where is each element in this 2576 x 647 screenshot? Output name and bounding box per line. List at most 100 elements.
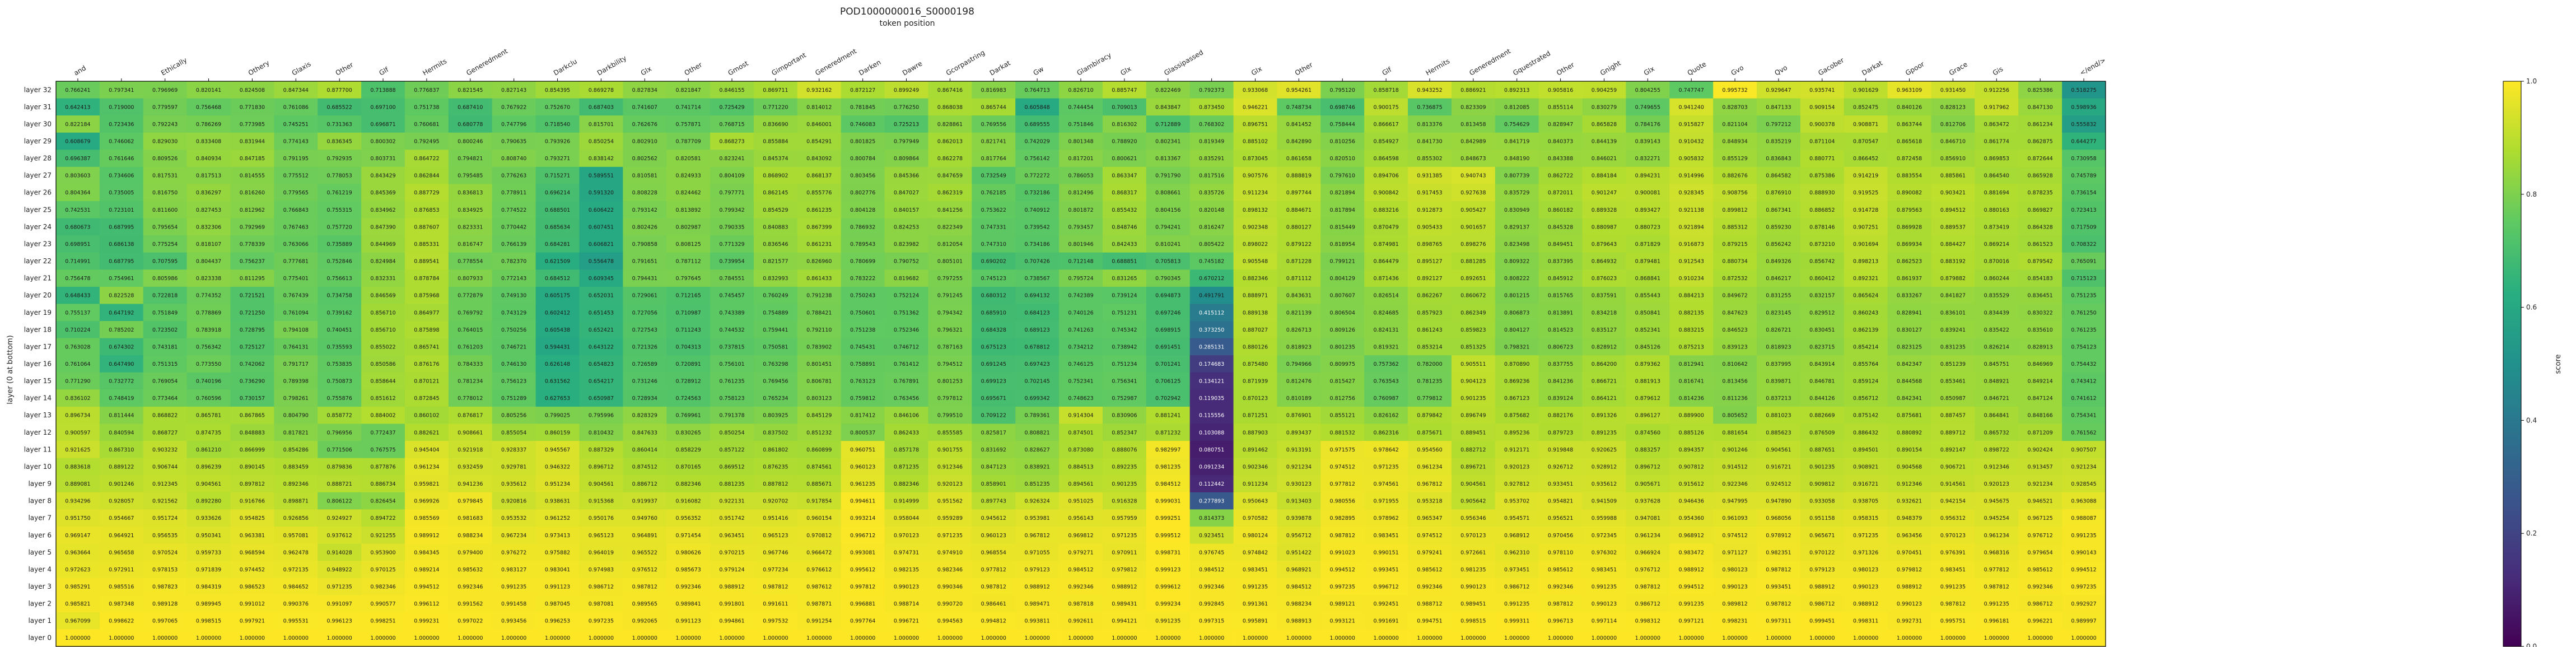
cell-value-label: 0.828703 <box>1722 104 1747 110</box>
cell-value-label: 0.895127 <box>1417 259 1442 265</box>
heatmap-cell <box>1669 218 1714 236</box>
cell-value-label: 0.860159 <box>545 430 570 436</box>
cell-value-label: 0.935612 <box>1592 481 1617 487</box>
y-tick-label: layer 23 <box>24 240 52 248</box>
heatmap-cell <box>1059 184 1103 202</box>
cell-value-label: 0.992065 <box>632 618 657 625</box>
cell-value-label: 0.879723 <box>1548 430 1573 436</box>
cell-value-label: 0.921234 <box>2071 464 2096 470</box>
cell-value-label: 1.000000 <box>1592 635 1617 641</box>
x-tick-label: Dawre <box>901 59 923 77</box>
cell-value-label: 0.976612 <box>806 567 832 573</box>
cell-value-label: 0.879612 <box>1635 395 1660 402</box>
cell-value-label: 0.807607 <box>1330 293 1355 299</box>
cell-value-label: 0.769456 <box>763 379 788 385</box>
cell-value-label: 0.861658 <box>1286 156 1312 162</box>
cell-value-label: 0.852341 <box>1635 327 1660 333</box>
heatmap-cell <box>535 201 580 219</box>
heatmap-cell <box>1189 98 1234 116</box>
cell-value-label: 0.983451 <box>1243 567 1268 573</box>
cell-value-label: 0.821104 <box>1722 122 1747 128</box>
heatmap-cell <box>1015 98 1060 116</box>
cell-value-label: 0.953702 <box>1504 499 1529 505</box>
cell-value-label: 0.854183 <box>2028 276 2053 282</box>
heatmap-cell <box>884 150 928 167</box>
cell-value-label: 0.938631 <box>545 499 570 505</box>
cell-value-label: 0.869236 <box>1504 379 1529 385</box>
cell-value-label: 0.872127 <box>850 87 875 94</box>
cell-value-label: 0.993451 <box>1373 567 1398 573</box>
cell-value-label: 0.763456 <box>894 395 919 402</box>
cell-value-label: 0.997114 <box>1592 618 1617 625</box>
cell-value-label: 0.810241 <box>1155 241 1180 248</box>
heatmap-cell <box>1059 81 1103 99</box>
cell-value-label: 0.987812 <box>1548 601 1573 607</box>
cell-value-label: 0.827834 <box>632 87 657 94</box>
cell-value-label: 0.834218 <box>1592 310 1617 316</box>
cell-value-label: 0.968056 <box>1766 515 1791 522</box>
cell-value-label: 0.914728 <box>1853 207 1878 213</box>
cell-value-label: 0.781235 <box>1417 379 1442 385</box>
cell-value-label: 0.905427 <box>1460 207 1486 213</box>
cell-value-label: 0.828861 <box>937 122 963 128</box>
x-tick-label: Glaxis <box>291 60 312 77</box>
cell-value-label: 0.766843 <box>283 207 309 213</box>
cell-value-label: 0.914999 <box>894 499 919 505</box>
cell-value-label: 0.899812 <box>1722 207 1747 213</box>
cell-value-label: 0.767575 <box>370 447 395 453</box>
cell-value-label: 0.951742 <box>719 515 744 522</box>
cell-value-label: 0.970215 <box>719 550 744 556</box>
cell-value-label: 0.888930 <box>1809 190 1835 196</box>
x-tick-label: Gw <box>1032 65 1046 77</box>
cell-value-label: 0.995531 <box>283 618 309 625</box>
heatmap-cell <box>2062 81 2106 99</box>
cell-value-label: 0.804156 <box>1155 207 1180 213</box>
cell-value-label: 0.904561 <box>196 481 221 487</box>
heatmap-cell <box>1669 81 1714 99</box>
heatmap-cell <box>1495 98 1539 116</box>
x-tick-label: Glx <box>1642 65 1656 77</box>
heatmap-cell <box>1844 166 1888 184</box>
cell-value-label: 0.851235 <box>1024 481 1049 487</box>
cell-value-label: 0.797341 <box>109 87 134 94</box>
cell-value-label: 0.795654 <box>152 224 178 230</box>
cell-value-label: 0.978153 <box>152 567 178 573</box>
cell-value-label: 0.834962 <box>370 207 395 213</box>
heatmap-cell <box>710 235 754 253</box>
cell-value-label: 0.879542 <box>2028 259 2053 265</box>
heatmap-cell <box>928 81 972 99</box>
x-tick-label: Gnight <box>1599 59 1622 77</box>
cell-value-label: 0.885623 <box>1766 430 1791 436</box>
cell-value-label: 0.995612 <box>850 567 875 573</box>
cell-value-label: 0.965123 <box>589 533 614 539</box>
cell-value-label: 0.750256 <box>501 327 526 333</box>
cell-value-label: 0.797645 <box>675 276 701 282</box>
cell-value-label: 0.834439 <box>1984 310 2009 316</box>
cell-value-label: 0.997065 <box>152 618 178 625</box>
cell-value-label: 0.702942 <box>1155 395 1180 402</box>
heatmap-cell <box>1713 218 1757 236</box>
cell-value-label: 0.838142 <box>589 156 614 162</box>
heatmap-cell <box>1059 201 1103 219</box>
cell-value-label: 0.752987 <box>1112 395 1137 402</box>
cell-value-label: 0.996221 <box>2028 618 2053 625</box>
cell-value-label: 0.373250 <box>1199 327 1224 333</box>
cell-value-label: 0.881241 <box>1155 413 1180 419</box>
cell-value-label: 0.889328 <box>1592 207 1617 213</box>
cell-value-label: 0.847124 <box>2028 395 2053 402</box>
heatmap-cell <box>1887 98 1931 116</box>
heatmap-cell <box>1015 218 1060 236</box>
cell-value-label: 0.987081 <box>589 601 614 607</box>
cell-value-label: 0.823125 <box>1897 344 1922 350</box>
cell-value-label: 0.801253 <box>937 379 963 385</box>
heatmap-cell <box>1320 184 1365 202</box>
cell-value-label: 0.987045 <box>545 601 570 607</box>
cell-value-label: 0.816750 <box>152 190 178 196</box>
cell-value-label: 0.972135 <box>283 567 309 573</box>
cell-value-label: 0.864932 <box>1592 259 1617 265</box>
cell-value-label: 0.864977 <box>414 310 439 316</box>
cell-value-label: 0.695671 <box>981 395 1006 402</box>
heatmap-cell <box>1102 218 1147 236</box>
cell-value-label: 0.913191 <box>1286 447 1312 453</box>
y-tick-label: layer 13 <box>24 411 52 419</box>
